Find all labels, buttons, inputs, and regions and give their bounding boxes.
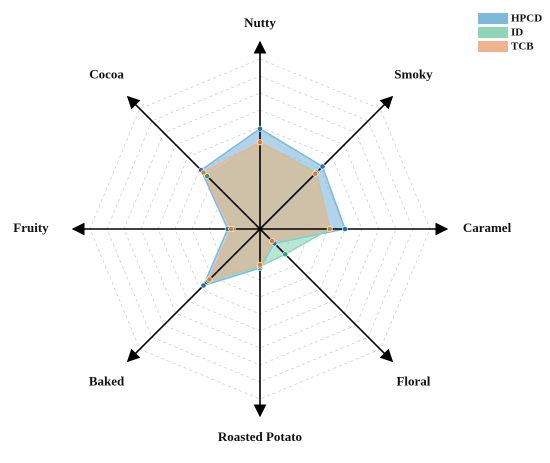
legend-swatch xyxy=(478,13,508,24)
legend-label: ID xyxy=(511,27,523,39)
axis-label: Caramel xyxy=(463,220,512,235)
axis-label: Nutty xyxy=(244,15,276,30)
legend-swatch xyxy=(478,27,508,38)
data-point xyxy=(200,169,207,176)
axis-line xyxy=(126,95,261,230)
data-point xyxy=(282,251,289,258)
legend-label: HPCD xyxy=(511,13,542,25)
data-point xyxy=(257,261,263,268)
axis-label: Smoky xyxy=(394,67,433,82)
data-point xyxy=(257,139,263,146)
data-point xyxy=(228,226,234,232)
legend: HPCD ID TCB xyxy=(478,13,542,53)
axis-line xyxy=(259,228,394,363)
data-point xyxy=(312,170,319,177)
axis-label: Floral xyxy=(396,373,430,388)
grid-line xyxy=(140,109,380,349)
axis-line xyxy=(126,228,261,363)
data-point xyxy=(257,125,263,132)
axis-line xyxy=(259,95,394,230)
axis-label: Cocoa xyxy=(89,67,124,82)
data-point xyxy=(342,226,348,232)
data-point xyxy=(200,282,207,289)
data-point xyxy=(269,238,275,244)
legend-label: TCB xyxy=(511,41,534,53)
data-point xyxy=(206,276,213,283)
legend-swatch xyxy=(478,41,508,52)
data-point xyxy=(326,226,333,232)
axis-label: Roasted Potato xyxy=(218,429,302,444)
axis-label: Fruity xyxy=(13,220,49,235)
axis-label: Baked xyxy=(89,373,125,388)
data-point xyxy=(319,163,326,170)
data-point xyxy=(204,173,211,180)
